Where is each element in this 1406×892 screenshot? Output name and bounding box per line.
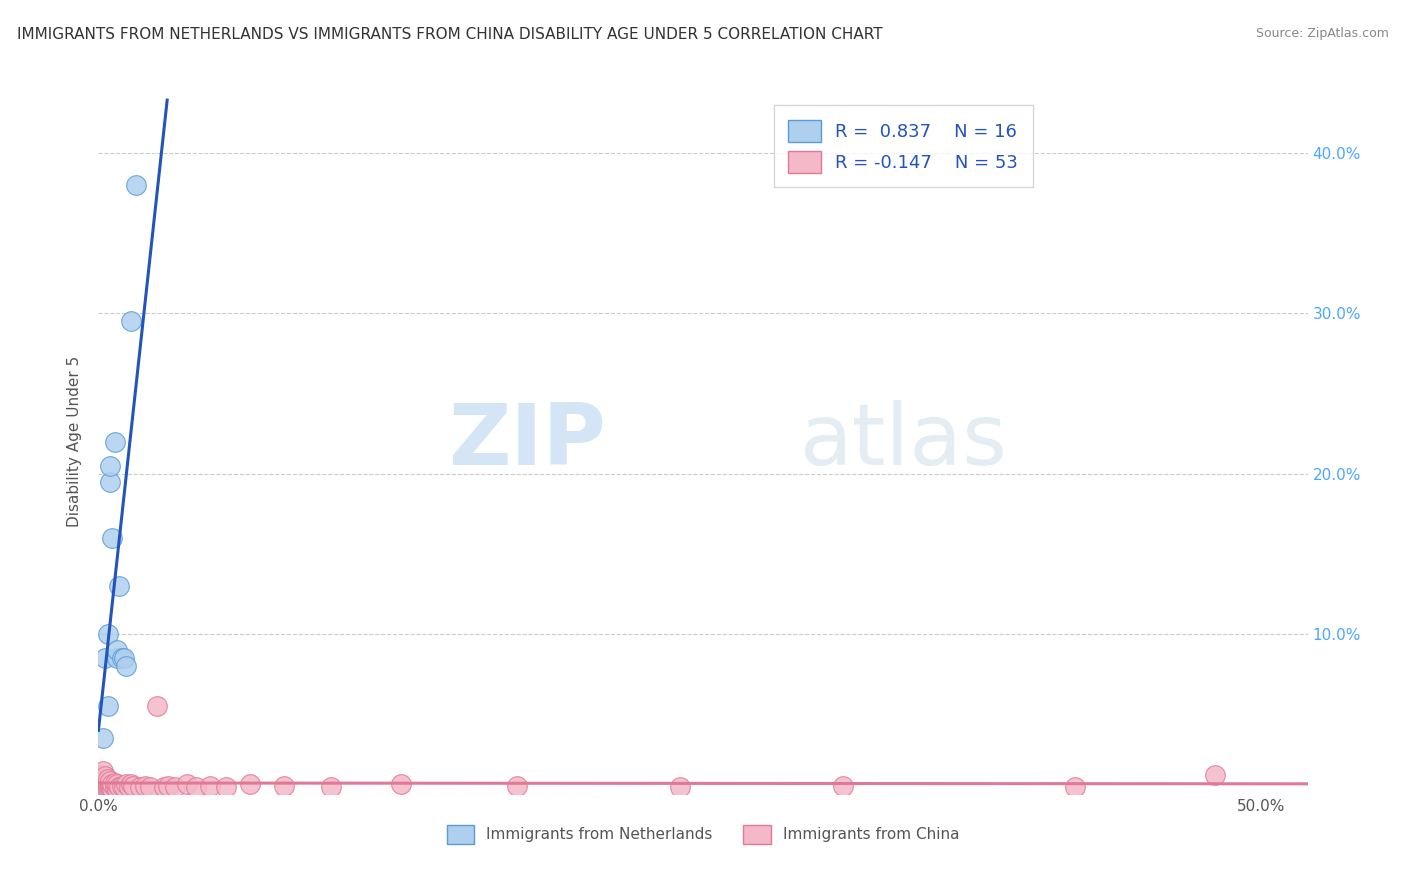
- Point: [91, 774, 114, 789]
- Point: [104, 775, 127, 789]
- Text: ZIP: ZIP: [449, 400, 606, 483]
- Point: [115, 658, 138, 673]
- Point: [134, 779, 156, 793]
- Point: [91, 771, 114, 785]
- Point: [90, 779, 112, 793]
- Point: [98, 774, 121, 789]
- Point: [105, 777, 128, 791]
- Point: [97, 626, 120, 640]
- Point: [120, 777, 142, 791]
- Text: Source: ZipAtlas.com: Source: ZipAtlas.com: [1256, 27, 1389, 40]
- Point: [97, 775, 120, 789]
- Point: [319, 780, 342, 795]
- Point: [98, 458, 121, 473]
- Text: atlas: atlas: [800, 400, 1008, 483]
- Point: [104, 434, 127, 449]
- Point: [118, 780, 141, 795]
- Point: [105, 642, 128, 657]
- Point: [108, 780, 131, 795]
- Point: [1204, 767, 1226, 781]
- Point: [101, 782, 124, 797]
- Point: [176, 777, 198, 791]
- Point: [157, 779, 180, 793]
- Point: [129, 780, 152, 795]
- Point: [105, 782, 128, 797]
- Point: [105, 650, 128, 665]
- Point: [273, 779, 295, 793]
- Point: [389, 777, 412, 791]
- Point: [101, 777, 124, 791]
- Point: [97, 698, 120, 713]
- Point: [668, 780, 690, 795]
- Point: [506, 779, 529, 793]
- Point: [91, 777, 114, 791]
- Legend: Immigrants from Netherlands, Immigrants from China: Immigrants from Netherlands, Immigrants …: [440, 819, 966, 850]
- Point: [94, 772, 117, 787]
- Point: [831, 779, 853, 793]
- Point: [101, 531, 124, 545]
- Point: [111, 779, 134, 793]
- Point: [111, 650, 134, 665]
- Point: [165, 780, 187, 795]
- Point: [1064, 780, 1087, 795]
- Y-axis label: Disability Age Under 5: Disability Age Under 5: [67, 356, 83, 527]
- Point: [124, 178, 146, 193]
- Point: [94, 779, 117, 793]
- Point: [112, 780, 135, 795]
- Point: [94, 769, 117, 783]
- Point: [94, 782, 117, 797]
- Point: [91, 764, 114, 779]
- Point: [215, 780, 238, 795]
- Point: [239, 777, 262, 791]
- Point: [104, 780, 127, 795]
- Point: [108, 579, 131, 593]
- Point: [97, 772, 120, 787]
- Point: [98, 475, 121, 489]
- Point: [184, 780, 207, 795]
- Point: [152, 780, 174, 795]
- Point: [97, 779, 120, 793]
- Point: [120, 314, 142, 328]
- Text: IMMIGRANTS FROM NETHERLANDS VS IMMIGRANTS FROM CHINA DISABILITY AGE UNDER 5 CORR: IMMIGRANTS FROM NETHERLANDS VS IMMIGRANT…: [17, 27, 883, 42]
- Point: [98, 777, 121, 791]
- Point: [98, 780, 121, 795]
- Point: [112, 650, 135, 665]
- Point: [94, 650, 117, 665]
- Point: [115, 777, 138, 791]
- Point: [145, 698, 167, 713]
- Point: [91, 731, 114, 745]
- Point: [94, 775, 117, 789]
- Point: [90, 767, 112, 781]
- Point: [198, 779, 221, 793]
- Point: [91, 780, 114, 795]
- Point: [138, 780, 160, 795]
- Point: [90, 774, 112, 789]
- Point: [97, 782, 120, 797]
- Point: [122, 779, 145, 793]
